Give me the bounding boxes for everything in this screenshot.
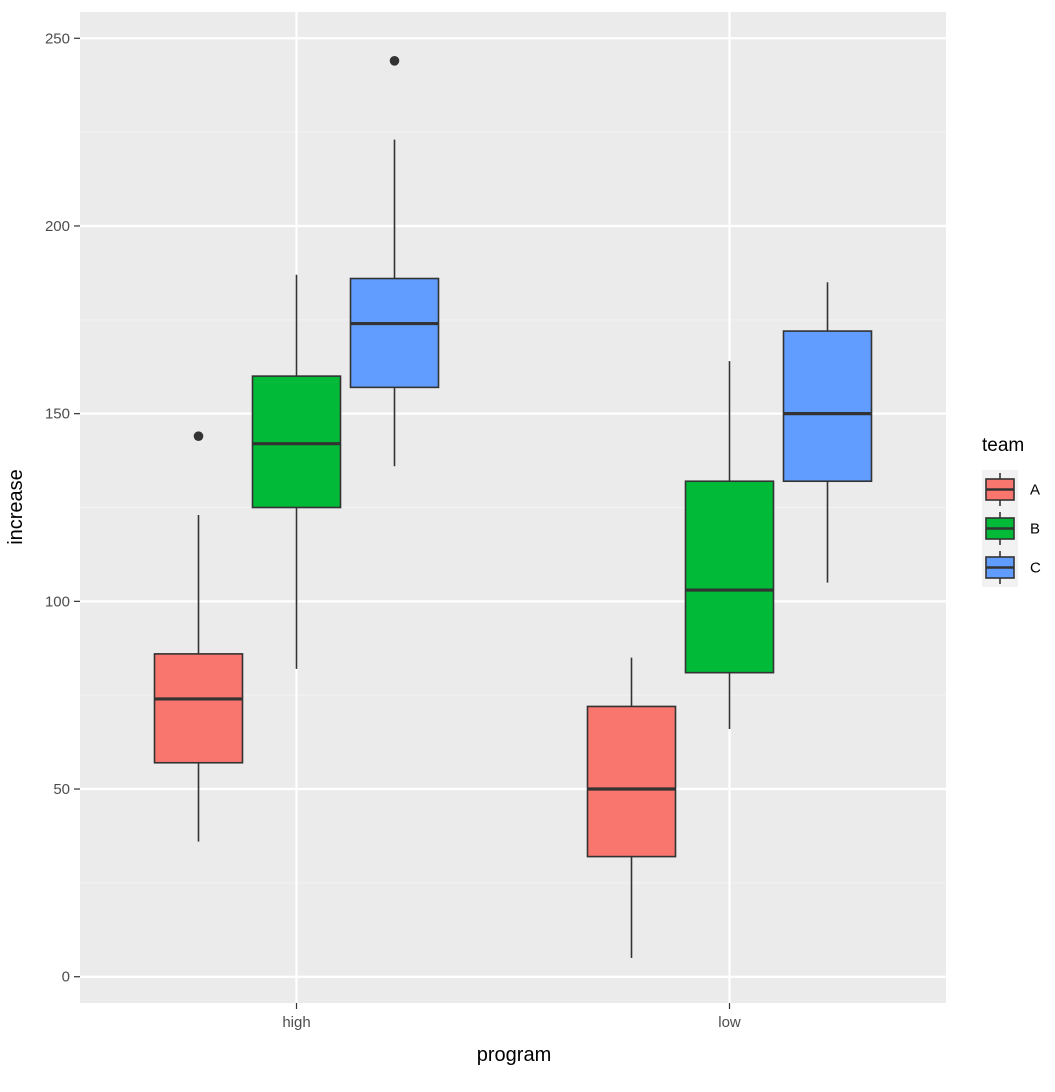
legend-label: B bbox=[1030, 521, 1040, 538]
x-tick-label: high bbox=[282, 1014, 310, 1031]
box-A-low bbox=[586, 657, 677, 958]
legend-item-C: C bbox=[982, 548, 1041, 587]
legend-item-B: B bbox=[982, 509, 1040, 548]
box-C-low bbox=[782, 282, 873, 583]
box-C-high bbox=[349, 55, 440, 467]
x-tick-label: low bbox=[718, 1014, 741, 1031]
legend-label: A bbox=[1030, 482, 1040, 499]
axes: 0 50 100 150 200 250 high low bbox=[45, 30, 741, 1031]
y-tick-label: 200 bbox=[45, 218, 70, 235]
legend-item-A: A bbox=[982, 470, 1040, 509]
legend-title: team bbox=[982, 435, 1024, 456]
y-tick-label: 100 bbox=[45, 593, 70, 610]
legend: team A B C bbox=[982, 435, 1041, 587]
legend-label: C bbox=[1030, 560, 1041, 577]
y-tick-label: 0 bbox=[62, 969, 70, 986]
box-iqr bbox=[349, 277, 440, 389]
box-A-high bbox=[153, 431, 244, 842]
y-tick-label: 150 bbox=[45, 406, 70, 423]
y-axis-title: increase bbox=[5, 469, 27, 545]
box-iqr bbox=[586, 705, 677, 858]
box-iqr bbox=[684, 480, 775, 674]
box-B-high bbox=[251, 274, 342, 669]
box-group bbox=[153, 55, 873, 958]
outlier-point bbox=[389, 55, 400, 66]
box-iqr bbox=[782, 330, 873, 483]
y-tick-label: 50 bbox=[53, 781, 70, 798]
y-tick-label: 250 bbox=[45, 30, 70, 47]
box-iqr bbox=[251, 375, 342, 509]
box-B-low bbox=[684, 361, 775, 729]
outlier-point bbox=[193, 431, 204, 441]
plot-panel bbox=[80, 12, 946, 1003]
x-axis-title: program bbox=[477, 1044, 551, 1066]
box-iqr bbox=[153, 653, 244, 764]
